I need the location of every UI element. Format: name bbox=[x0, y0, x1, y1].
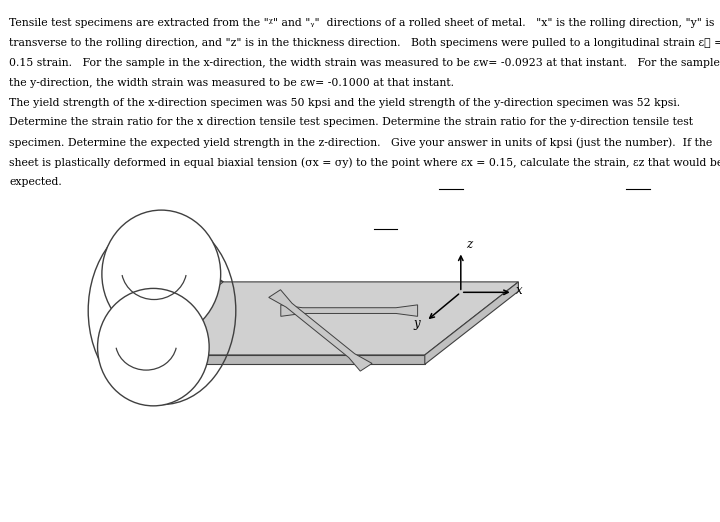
Polygon shape bbox=[130, 355, 425, 364]
Text: expected.: expected. bbox=[9, 177, 62, 187]
Text: sheet is plastically deformed in equal biaxial tension (σx = σy) to the point wh: sheet is plastically deformed in equal b… bbox=[9, 157, 720, 168]
Text: y: y bbox=[413, 317, 420, 330]
Text: 0.15 strain.   For the sample in the x-direction, the width strain was measured : 0.15 strain. For the sample in the x-dir… bbox=[9, 58, 720, 68]
Polygon shape bbox=[130, 282, 518, 355]
Polygon shape bbox=[281, 305, 418, 316]
Text: the y-direction, the width strain was measured to be εw= -0.1000 at that instant: the y-direction, the width strain was me… bbox=[9, 78, 454, 88]
Polygon shape bbox=[425, 282, 518, 364]
Polygon shape bbox=[269, 290, 372, 371]
Text: transverse to the rolling direction, and "z" is in the thickness direction.   Bo: transverse to the rolling direction, and… bbox=[9, 38, 720, 48]
Ellipse shape bbox=[97, 288, 209, 406]
Text: Tensile test specimens are extracted from the "ᵡ" and "ᵧ"  directions of a rolle: Tensile test specimens are extracted fro… bbox=[9, 18, 715, 28]
Text: Determine the strain ratio for the x direction tensile test specimen. Determine : Determine the strain ratio for the x dir… bbox=[9, 117, 693, 127]
Text: z: z bbox=[466, 238, 472, 251]
Text: specimen. Determine the expected yield strength in the z-direction.   Give your : specimen. Determine the expected yield s… bbox=[9, 137, 713, 148]
Text: The yield strength of the x-direction specimen was 50 kpsi and the yield strengt: The yield strength of the x-direction sp… bbox=[9, 98, 680, 108]
Ellipse shape bbox=[102, 210, 220, 338]
Text: x: x bbox=[516, 284, 522, 298]
